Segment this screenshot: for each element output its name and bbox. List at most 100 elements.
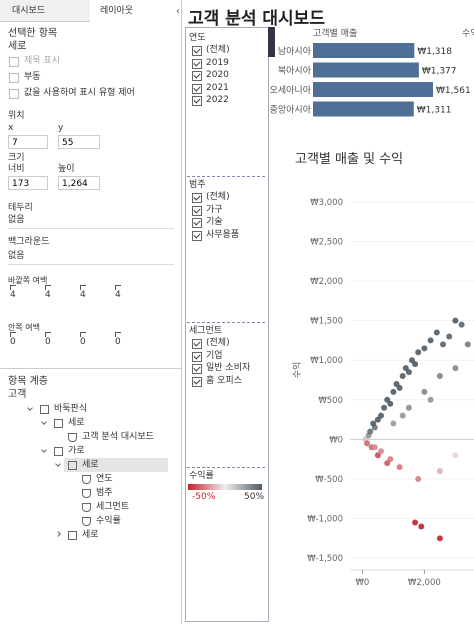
checkbox[interactable] xyxy=(192,339,202,349)
padding-icon xyxy=(115,285,121,290)
tree-item[interactable]: 고객 분석 대시보드 xyxy=(82,432,154,442)
option: 제목 표시 xyxy=(24,56,60,66)
checkbox[interactable] xyxy=(192,193,202,203)
point xyxy=(371,444,378,451)
padding-value[interactable]: 0 xyxy=(45,337,51,347)
filter-item[interactable]: 사무용품 xyxy=(206,229,240,240)
filter-item[interactable]: 2022 xyxy=(206,95,229,106)
point xyxy=(362,436,369,443)
filter-title: 연도 xyxy=(189,33,206,43)
collapse-icon[interactable]: ‹ xyxy=(176,6,180,17)
node-icon xyxy=(68,531,77,540)
input[interactable]: 7 xyxy=(8,135,48,149)
heading: 항목 계층 xyxy=(8,376,48,387)
y-tick-label: ₩2,000 xyxy=(310,277,343,287)
filter-title: 범주 xyxy=(189,180,206,190)
input[interactable]: 55 xyxy=(58,135,100,149)
dropdown[interactable]: 없음 xyxy=(8,215,25,225)
label: 위치 xyxy=(8,111,25,121)
filter-item[interactable]: (전체) xyxy=(206,45,230,55)
filter-item[interactable]: (전체) xyxy=(206,338,230,348)
checkbox[interactable] xyxy=(192,83,202,94)
node-icon xyxy=(82,517,91,526)
label: y xyxy=(58,123,64,133)
left-panel: 대시보드 레이아웃 선택한 항목 세로 제목 표시 부동 값을 사용하여 표시 … xyxy=(0,0,182,624)
filter-item[interactable]: 2019 xyxy=(206,57,229,68)
y-tick-label: ₩-1,500 xyxy=(307,554,343,564)
tab[interactable]: 대시보드 xyxy=(12,6,46,16)
checkbox[interactable] xyxy=(192,230,202,241)
tree-item[interactable]: 세로 xyxy=(82,460,99,470)
padding-value[interactable]: 0 xyxy=(80,337,86,347)
node-icon xyxy=(82,503,91,512)
tree-item[interactable]: 세그먼트 xyxy=(96,502,130,512)
heading: 선택한 항목 xyxy=(8,28,58,39)
checkbox[interactable] xyxy=(9,73,19,83)
checkbox[interactable] xyxy=(192,71,202,82)
point xyxy=(452,452,459,459)
point xyxy=(421,388,428,395)
checkbox[interactable] xyxy=(192,351,202,362)
filter-item[interactable]: 2020 xyxy=(206,70,229,81)
node-icon xyxy=(68,433,77,442)
point xyxy=(452,365,459,372)
point xyxy=(433,329,440,336)
y-tick-label: ₩-1,000 xyxy=(307,515,343,525)
point xyxy=(412,361,419,368)
checkbox[interactable] xyxy=(192,364,202,375)
filter-item[interactable]: 가구 xyxy=(206,204,223,215)
tree-item[interactable]: 바둑판식 xyxy=(54,404,88,414)
filter-item[interactable]: 2021 xyxy=(206,82,229,93)
padding-value[interactable]: 0 xyxy=(10,337,16,347)
tree-item[interactable]: 가로 xyxy=(68,446,85,456)
padding-value[interactable]: 0 xyxy=(115,337,121,347)
tree-item[interactable]: 세로 xyxy=(82,530,99,540)
point xyxy=(378,448,384,455)
checkbox[interactable] xyxy=(192,205,202,216)
dropdown[interactable]: 없음 xyxy=(8,251,25,261)
filter-item[interactable]: 홈 오피스 xyxy=(206,375,242,386)
bar-value: ₩1,561 xyxy=(436,86,471,96)
tree-item[interactable]: 연도 xyxy=(96,474,113,484)
toolbar[interactable] xyxy=(268,27,275,57)
point xyxy=(364,440,371,447)
filter-title: 세그먼트 xyxy=(189,326,223,336)
checkbox[interactable] xyxy=(192,218,202,229)
checkbox[interactable] xyxy=(9,57,19,67)
point xyxy=(452,317,459,324)
checkbox[interactable] xyxy=(192,376,202,387)
label: 너비 xyxy=(8,164,25,174)
filter-item[interactable]: 기술 xyxy=(206,217,223,228)
point xyxy=(405,369,412,376)
tab[interactable]: 레이아웃 xyxy=(100,6,134,16)
filter-item[interactable]: 기업 xyxy=(206,350,223,361)
input[interactable]: 1,264 xyxy=(58,176,100,190)
checkbox[interactable] xyxy=(192,58,202,69)
padding-value[interactable]: 4 xyxy=(45,290,51,300)
checkbox[interactable] xyxy=(9,89,19,99)
label: 바깥쪽 여백 xyxy=(8,276,48,285)
tree-item[interactable]: 수익률 xyxy=(96,516,121,526)
label: 백그라운드 xyxy=(8,237,50,247)
filter-item[interactable]: 일반 소비자 xyxy=(206,363,251,374)
point xyxy=(390,388,397,395)
point xyxy=(396,384,403,391)
padding-value[interactable]: 4 xyxy=(80,290,86,300)
checkbox[interactable] xyxy=(192,96,202,107)
padding-value[interactable]: 4 xyxy=(10,290,16,300)
filter-item[interactable]: (전체) xyxy=(206,192,230,202)
checkbox[interactable] xyxy=(192,46,202,56)
bar-label: 오세아니아 xyxy=(270,85,312,96)
node-icon xyxy=(54,447,63,456)
point xyxy=(409,357,415,364)
bar-value: ₩1,318 xyxy=(417,47,452,57)
bar-title: 고객별 매출 xyxy=(313,28,357,39)
node-icon xyxy=(82,475,91,484)
input[interactable]: 173 xyxy=(8,176,48,190)
tree-item[interactable]: 세로 xyxy=(68,418,85,428)
point xyxy=(370,420,377,427)
padding-value[interactable]: 4 xyxy=(115,290,121,300)
tree-item[interactable]: 범주 xyxy=(96,488,113,498)
padding-icon xyxy=(10,332,16,337)
point xyxy=(412,519,419,526)
